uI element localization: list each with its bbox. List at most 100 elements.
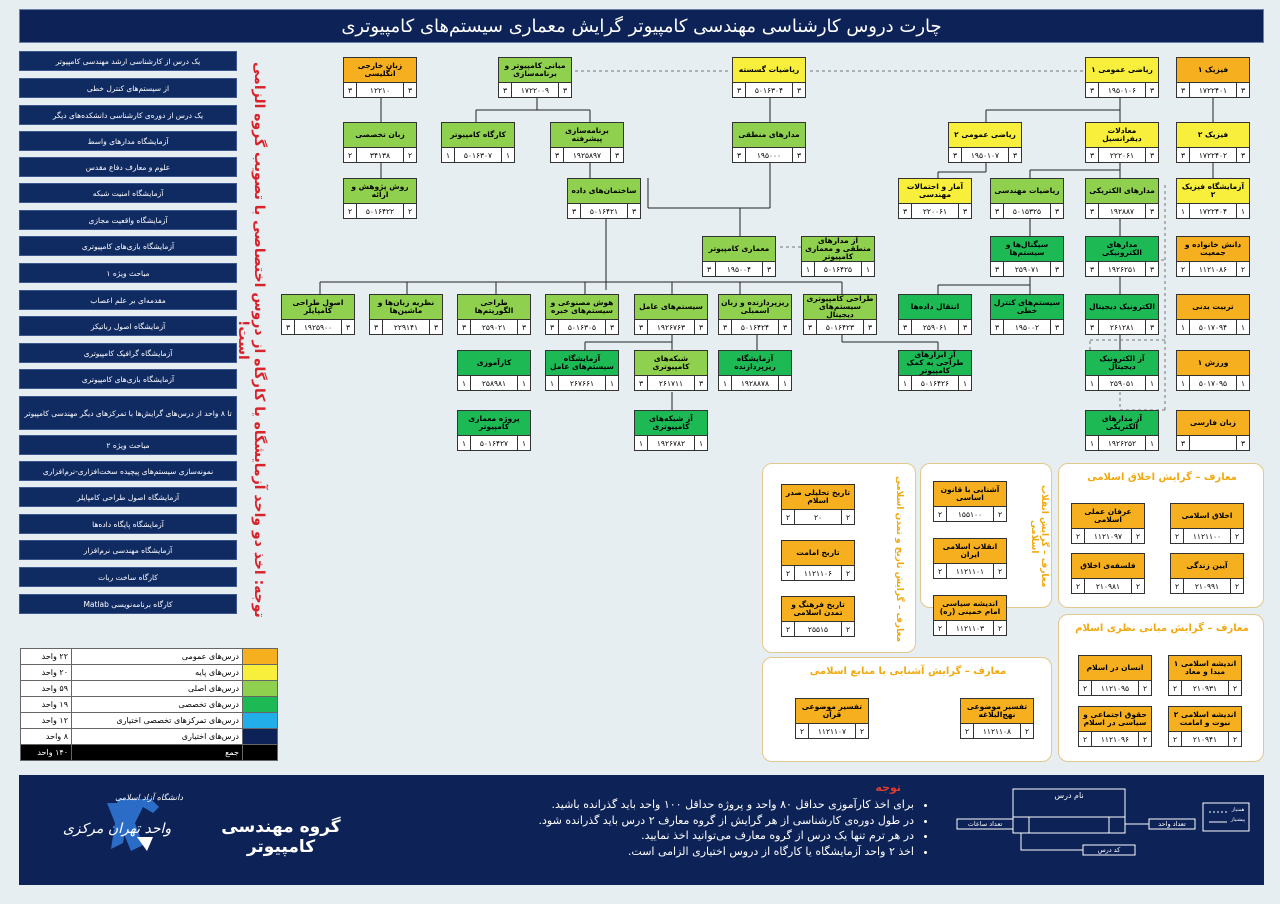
course-hours: ۳ — [733, 83, 746, 97]
course-box: الکترونیک دیجیتال ۳ ۲۶۱۲۸۱ ۳ — [1085, 294, 1159, 335]
legend-label: درس‌های اصلی — [71, 680, 243, 697]
course-name: روش پژوهش و ارائه — [344, 179, 416, 204]
legend-swatch — [242, 648, 278, 665]
course-units: ۳ — [863, 320, 876, 334]
maaref-course-box: اخلاق اسلامی ۲ ۱۱۲۱۱۰۰ ۲ — [1170, 503, 1244, 544]
course-code: ۲۵۹۰۵۱ — [1109, 378, 1135, 388]
note-item: در هر ترم تنها یک درس از گروه معارف می‌ت… — [459, 828, 914, 844]
elective-item: مقدمه‌ای بر علم اعصاب — [19, 290, 237, 310]
course-units: ۳ — [792, 83, 805, 97]
course-units: ۲ — [841, 510, 854, 524]
elective-item: آزمایشگاه مهندسی نرم‌افزار — [19, 540, 237, 560]
elective-item: یک درس از کارشناسی ارشد مهندسی کامپیوتر — [19, 51, 237, 71]
course-code: ۲۵۹۰۶۱ — [922, 322, 948, 332]
course-hours: ۳ — [719, 320, 732, 334]
course-hours: ۲ — [961, 724, 974, 738]
elective-item: آزمایشگاه امنیت شبکه — [19, 183, 237, 203]
course-code: ۱۱۲۱۱۰۳ — [955, 623, 985, 633]
elective-item: آزمایشگاه بازی‌های کامپیوتری — [19, 236, 237, 256]
course-hours: ۳ — [546, 320, 559, 334]
page-title-text: چارت دروس کارشناسی مهندسی کامپیوتر گرایش… — [341, 15, 942, 37]
footer-panel: دانشگاه آزاد اسلامی واحد تهران مرکزی گرو… — [19, 775, 1264, 885]
course-hours: ۳ — [1086, 204, 1099, 218]
legend-swatch — [242, 712, 278, 729]
elective-item: آزمایشگاه مدارهای واسط — [19, 131, 237, 151]
course-box: مبانی کامپیوتر و برنامه‌سازی ۳ ۱۷۲۲۰۰۹ ۳ — [498, 57, 572, 98]
legend-row: ۵۹ واحد درس‌های اصلی — [20, 680, 278, 697]
course-units: ۲ — [855, 724, 868, 738]
course-code: ۱۱۲۱۱۰۶ — [803, 568, 833, 578]
note-item: اخذ ۲ واحد آزمایشگاه یا کارگاه از دروس ا… — [459, 844, 914, 860]
course-name: شبکه‌های کامپیوتری — [635, 351, 707, 376]
course-code: ۱۱۲۱۰۹۷ — [1093, 531, 1123, 541]
course-name: ساختمان‌های داده — [568, 179, 640, 204]
course-units: ۳ — [694, 376, 707, 390]
course-hours: ۲ — [1169, 732, 1182, 746]
course-code: ۱۹۲۸۸۷۸ — [740, 378, 770, 388]
course-name: الکترونیک دیجیتال — [1086, 295, 1158, 320]
course-box: زبان تخصصی ۲ ۳۴۱۳۸ ۲ — [343, 122, 417, 163]
key-line2: پیشنیاز — [1230, 817, 1246, 823]
course-code: ۲۵۸۹۸۱ — [481, 378, 507, 388]
course-hours: ۱ — [546, 376, 559, 390]
key-hours: تعداد ساعات — [967, 820, 1003, 828]
course-hours: ۳ — [458, 320, 471, 334]
course-units: ۳ — [1008, 148, 1021, 162]
course-units: ۳ — [517, 320, 530, 334]
course-box: پروژه معماری کامپیوتر ۱ ۵۰۱۶۴۲۷ ۱ — [457, 410, 531, 451]
course-units: ۳ — [1145, 148, 1158, 162]
course-hours: ۳ — [635, 320, 648, 334]
course-units: ۱ — [605, 376, 618, 390]
course-name: مدارهای الکترونیکی — [1086, 237, 1158, 262]
course-units: ۲ — [1228, 732, 1241, 746]
course-units: ۲ — [403, 148, 416, 162]
course-units: ۱ — [501, 148, 514, 162]
course-code: ۲۵۵۱۵ — [807, 624, 829, 634]
course-box: نظریه زبان‌ها و ماشین‌ها ۳ ۲۲۹۱۴۱ ۳ — [369, 294, 443, 335]
course-units: ۱ — [958, 376, 971, 390]
course-box: فیزیک ۲ ۳ ۱۷۲۲۴۰۲ ۳ — [1176, 122, 1250, 163]
course-units: ۳ — [558, 83, 571, 97]
course-units: ۱ — [778, 376, 791, 390]
course-code: ۵۰۱۶۴۲۶ — [920, 378, 950, 388]
course-code: ۱۲۲۱۰ — [369, 85, 391, 95]
maaref-course-box: تفسیر موضوعی نهج‌البلاغه ۲ ۱۱۲۱۱۰۸ ۲ — [960, 698, 1034, 739]
course-name: تاریخ تحلیلی صدر اسلام — [782, 485, 854, 510]
course-hours: ۲ — [1171, 529, 1184, 543]
legend-value: ۸ واحد — [20, 728, 72, 745]
course-name: ورزش ۱ — [1177, 351, 1249, 376]
course-hours: ۱ — [1177, 204, 1190, 218]
legend-row: ۱۴۰ واحد جمع — [20, 744, 278, 761]
course-code: ۲۶۱۲۸۱ — [1109, 322, 1135, 332]
key-line1: همنیاز — [1231, 807, 1245, 813]
key-units: تعداد واحد — [1158, 820, 1186, 828]
course-box: آز الکترونیک دیجیتال ۱ ۲۵۹۰۵۱ ۱ — [1085, 350, 1159, 391]
course-hours: ۱ — [442, 148, 455, 162]
panel-manabe-title: معارف – گرایش آشنایی با منابع اسلامی — [809, 666, 1007, 677]
legend-value: ۲۲ واحد — [20, 648, 72, 665]
course-hours: ۳ — [1086, 320, 1099, 334]
course-box: مدارهای الکترونیکی ۳ ۱۹۲۶۲۵۱ ۳ — [1085, 236, 1159, 277]
course-hours: ۲ — [1169, 681, 1182, 695]
course-box: ریاضی عمومی ۱ ۳ ۱۹۵۰۱۰۶ ۳ — [1085, 57, 1159, 98]
course-hours: ۳ — [703, 262, 716, 276]
course-name: معماری کامپیوتر — [703, 237, 775, 262]
course-box: سیستم‌های کنترل خطی ۳ ۱۹۵۰۰۲ ۳ — [990, 294, 1064, 335]
course-code: ۱۱۲۱۱۰۸ — [982, 726, 1012, 736]
notes-list: برای اخذ کارآموزی حداقل ۸۰ واحد و پروژه … — [459, 797, 930, 859]
course-code: ۵۰۱۶۳۰۴ — [754, 85, 784, 95]
course-code: ۲۰ — [813, 512, 823, 522]
course-name: آزمایشگاه فیزیک ۲ — [1177, 179, 1249, 204]
course-name: آز ابزارهای طراحی به کمک کامپیوتر — [899, 351, 971, 376]
elective-item: علوم و معارف دفاع مقدس — [19, 157, 237, 177]
course-box: سیگنال‌ها و سیستم‌ها ۳ ۲۵۹۰۷۱ ۳ — [990, 236, 1064, 277]
legend-value: ۱۹ واحد — [20, 696, 72, 713]
course-units: ۲ — [1230, 529, 1243, 543]
course-name: زبان تخصصی — [344, 123, 416, 148]
course-units: ۲ — [993, 564, 1006, 578]
course-name: آز شبکه‌های کامپیوتری — [635, 411, 707, 436]
course-units: ۱ — [517, 436, 530, 450]
elective-item: آزمایشگاه اصول رباتیکز — [19, 316, 237, 336]
course-hours: ۳ — [1086, 262, 1099, 276]
course-hours: ۱ — [635, 436, 648, 450]
